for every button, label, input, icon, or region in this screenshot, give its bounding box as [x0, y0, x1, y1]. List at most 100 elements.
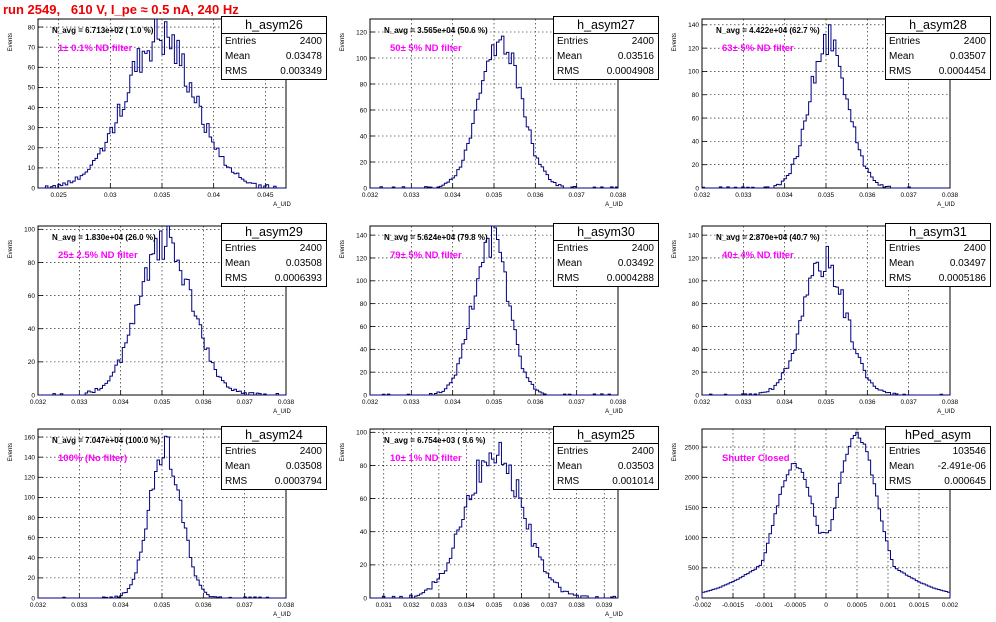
- x-tick-label: 0.036: [195, 399, 212, 406]
- x-tick-label: -0.0005: [784, 602, 806, 609]
- y-tick-label: 70: [28, 44, 36, 51]
- y-tick-label: 20: [360, 369, 368, 376]
- stats-value-mean: 0.03507: [949, 51, 986, 62]
- y-tick-label: 100: [24, 227, 35, 234]
- y-tick-label: 120: [356, 255, 367, 262]
- filter-label: 63± 5% ND filter: [722, 43, 794, 54]
- y-axis-title: Events: [340, 443, 346, 461]
- y-tick-label: 60: [360, 324, 368, 331]
- y-tick-label: 60: [28, 65, 36, 72]
- stats-label-mean: Mean: [225, 258, 251, 269]
- histogram-line: [370, 35, 619, 189]
- stats-label-entries: Entries: [557, 36, 589, 47]
- stats-value-entries: 2400: [299, 36, 322, 47]
- x-axis-title: A_UID: [273, 612, 291, 618]
- stats-label-rms: RMS: [225, 273, 248, 284]
- x-tick-label: 0.038: [610, 399, 627, 406]
- stats-value-mean: 0.03478: [285, 51, 322, 62]
- x-tick-label: 0.032: [694, 399, 711, 406]
- x-tick-label: 0.034: [445, 192, 462, 199]
- x-tick-label: 0.032: [694, 192, 711, 199]
- stats-value-rms: 0.0003794: [274, 476, 322, 487]
- stats-row-rms: RMS 0.0004454: [886, 64, 990, 79]
- grid: [370, 226, 618, 395]
- stats-box: h_asym28 Entries 2400 Mean 0.03507 RMS 0.00044…: [885, 16, 991, 80]
- y-axis-title: Events: [8, 443, 14, 461]
- stats-value-entries: 2400: [631, 446, 654, 457]
- stats-box: h_asym26 Entries 2400 Mean 0.03478 RMS 0.00334…: [221, 16, 327, 80]
- stats-value-mean: -2.491e-06: [937, 461, 986, 472]
- x-tick-label: 0.033: [403, 399, 420, 406]
- y-axis-title: Events: [672, 240, 678, 258]
- stats-box: h_asym24 Entries 2400 Mean 0.03508 RMS 0.00037…: [221, 426, 327, 490]
- y-tick-label: 30: [28, 125, 36, 132]
- y-tick-label: 50: [28, 85, 36, 92]
- pad-hPed_asym: -0.002 -0.0015 -0.001 -0.0005 0 0.0005 0.001 0.…: [664, 415, 996, 622]
- plot-h_asym28: 0.032 0.033 0.034 0.035 0.036 0.037 0.038 0 20 40…: [672, 18, 959, 208]
- stats-label-entries: Entries: [889, 243, 921, 254]
- x-tick-label: 0.036: [859, 399, 876, 406]
- stats-value-entries: 2400: [299, 243, 322, 254]
- x-tick-label: 0.038: [610, 192, 627, 199]
- pad-h_asym27: 0.032 0.033 0.034 0.035 0.036 0.037 0.038 0 20 40…: [332, 5, 664, 212]
- y-tick-label: 60: [692, 115, 700, 122]
- y-tick-label: 40: [28, 326, 36, 333]
- y-tick-label: 120: [356, 29, 367, 36]
- x-tick-label: 0.025: [51, 192, 68, 199]
- y-tick-label: 100: [356, 430, 367, 437]
- stats-value-mean: 0.03497: [949, 258, 986, 269]
- y-tick-label: 60: [692, 324, 700, 331]
- navg-label: N_avg = 6.754e+03 ( 9.6 %): [384, 436, 486, 445]
- y-tick-label: 140: [356, 232, 367, 239]
- x-tick-label: 0.038: [278, 602, 295, 609]
- filter-label: 50± 5% ND filter: [390, 43, 462, 54]
- y-tick-label: 20: [360, 159, 368, 166]
- stats-label-rms: RMS: [889, 66, 912, 77]
- histogram-name: h_asym26: [222, 17, 326, 34]
- y-axis-title: Events: [672, 443, 678, 461]
- x-tick-label: 0.0005: [847, 602, 867, 609]
- x-tick-label: 0.033: [403, 192, 420, 199]
- y-tick-label: 0: [363, 185, 367, 192]
- y-tick-label: 120: [688, 45, 699, 52]
- stats-box: hPed_asym Entries 103546 Mean -2.491e-06 RMS 0…: [885, 426, 991, 490]
- stats-label-entries: Entries: [225, 446, 257, 457]
- x-tick-label: 0.033: [735, 192, 752, 199]
- y-tick-label: 20: [28, 145, 36, 152]
- stats-value-mean: 0.03492: [617, 258, 654, 269]
- stats-value-entries: 2400: [631, 243, 654, 254]
- stats-row-entries: Entries 2400: [554, 34, 658, 49]
- stats-row-mean: Mean 0.03508: [222, 459, 326, 474]
- histogram-name: h_asym25: [554, 427, 658, 444]
- y-tick-label: 80: [360, 301, 368, 308]
- x-axis-title: A_UID: [937, 202, 955, 208]
- x-tick-label: 0.035: [486, 602, 503, 609]
- x-tick-label: 0.035: [154, 602, 171, 609]
- x-tick-label: -0.0015: [722, 602, 744, 609]
- stats-label-entries: Entries: [557, 446, 589, 457]
- filter-label: 1± 0.1% ND filter: [58, 43, 133, 54]
- y-tick-label: 20: [28, 575, 36, 582]
- stats-value-mean: 0.03503: [617, 461, 654, 472]
- grid: [38, 226, 286, 395]
- plot-h_asym29: 0.032 0.033 0.034 0.035 0.036 0.037 0.038 0 20 40…: [8, 225, 295, 415]
- filter-label: 10± 1% ND filter: [390, 453, 462, 464]
- x-tick-label: 0.034: [458, 602, 475, 609]
- stats-label-rms: RMS: [557, 66, 580, 77]
- x-tick-label: 0.036: [195, 602, 212, 609]
- histogram-line: [38, 225, 286, 396]
- stats-label-rms: RMS: [557, 273, 580, 284]
- x-tick-label: 0.036: [513, 602, 530, 609]
- y-tick-label: 0: [363, 595, 367, 602]
- stats-row-mean: Mean 0.03492: [554, 256, 658, 271]
- stats-label-mean: Mean: [225, 461, 251, 472]
- navg-label: N_avg = 7.047e+04 (100.0 %): [52, 436, 161, 445]
- x-tick-label: 0.034: [445, 399, 462, 406]
- y-tick-label: 80: [28, 515, 36, 522]
- y-tick-label: 160: [24, 434, 35, 441]
- x-tick-label: 0.037: [237, 602, 254, 609]
- y-tick-label: 120: [24, 475, 35, 482]
- y-tick-label: 80: [360, 463, 368, 470]
- stats-value-mean: 0.03508: [285, 461, 322, 472]
- x-tick-label: 0.037: [569, 192, 586, 199]
